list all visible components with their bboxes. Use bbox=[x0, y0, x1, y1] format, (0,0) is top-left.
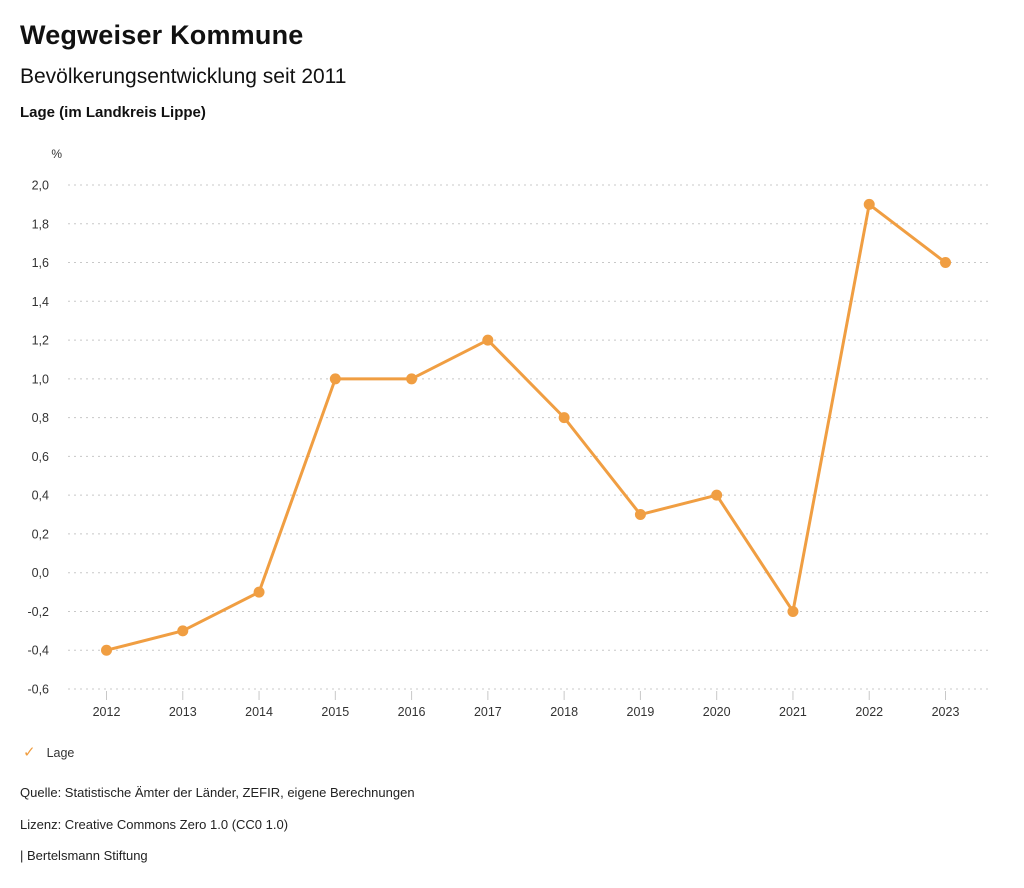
y-axis-unit-label: % bbox=[51, 147, 62, 161]
data-point[interactable] bbox=[177, 625, 189, 637]
data-point[interactable] bbox=[787, 605, 799, 617]
license-note: Lizenz: Creative Commons Zero 1.0 (CC0 1… bbox=[20, 817, 289, 832]
chart-title: Bevölkerungsentwicklung seit 2011 bbox=[20, 65, 347, 88]
page-title: Wegweiser Kommune bbox=[20, 20, 304, 50]
y-tick-label: 1,2 bbox=[32, 334, 49, 348]
x-tick-label: 2022 bbox=[855, 705, 883, 719]
y-tick-label: 0,4 bbox=[32, 489, 49, 503]
chart-region-label: Lage (im Landkreis Lippe) bbox=[20, 104, 206, 121]
data-point[interactable] bbox=[101, 644, 112, 656]
x-tick-label: 2016 bbox=[398, 705, 426, 719]
legend-item-lage[interactable]: ✓ Lage bbox=[23, 745, 74, 760]
line-chart: % 2,0 1,8 1,6 1,4 1,2 1,0 0,8 0,6 0,4 0,2 0,0 -0,2 -0… bbox=[27, 147, 992, 719]
data-point[interactable] bbox=[482, 334, 494, 346]
y-tick-label: 0,8 bbox=[32, 411, 49, 425]
data-point[interactable] bbox=[329, 373, 341, 385]
y-tick-label: -0,2 bbox=[27, 605, 49, 619]
data-point[interactable] bbox=[634, 509, 646, 521]
y-tick-label: 0,0 bbox=[32, 566, 49, 580]
x-tick-label: 2021 bbox=[779, 705, 807, 719]
y-tick-label: -0,6 bbox=[27, 683, 49, 697]
x-tick-label: 2012 bbox=[93, 705, 121, 719]
legend-label: Lage bbox=[46, 745, 75, 760]
legend-check-icon: ✓ bbox=[23, 744, 36, 761]
x-tick-label: 2018 bbox=[550, 705, 578, 719]
data-point[interactable] bbox=[940, 257, 951, 269]
y-tick-label: 1,0 bbox=[32, 372, 49, 386]
data-point[interactable] bbox=[406, 373, 418, 385]
y-tick-label: -0,4 bbox=[27, 644, 49, 658]
x-tick-label: 2019 bbox=[627, 705, 655, 719]
y-tick-label: 1,4 bbox=[32, 295, 49, 309]
data-point[interactable] bbox=[558, 412, 570, 424]
x-tick-label: 2013 bbox=[169, 705, 197, 719]
y-tick-label: 1,6 bbox=[32, 256, 49, 270]
series-line bbox=[105, 202, 947, 652]
source-note: Quelle: Statistische Ämter der Länder, Z… bbox=[20, 785, 415, 800]
y-tick-label: 0,2 bbox=[32, 527, 49, 541]
data-point[interactable] bbox=[863, 198, 875, 210]
x-tick-label: 2023 bbox=[932, 705, 960, 719]
y-tick-label: 1,8 bbox=[32, 217, 49, 231]
x-tick-label: 2020 bbox=[703, 705, 731, 719]
data-point[interactable] bbox=[711, 489, 723, 501]
x-tick-label: 2015 bbox=[321, 705, 349, 719]
y-tick-label: 0,6 bbox=[32, 450, 49, 464]
data-point[interactable] bbox=[253, 586, 265, 598]
x-tick-label: 2014 bbox=[245, 705, 273, 719]
x-tick-label: 2017 bbox=[474, 705, 502, 719]
attribution-note: | Bertelsmann Stiftung bbox=[20, 848, 148, 863]
y-tick-label: 2,0 bbox=[32, 179, 49, 193]
